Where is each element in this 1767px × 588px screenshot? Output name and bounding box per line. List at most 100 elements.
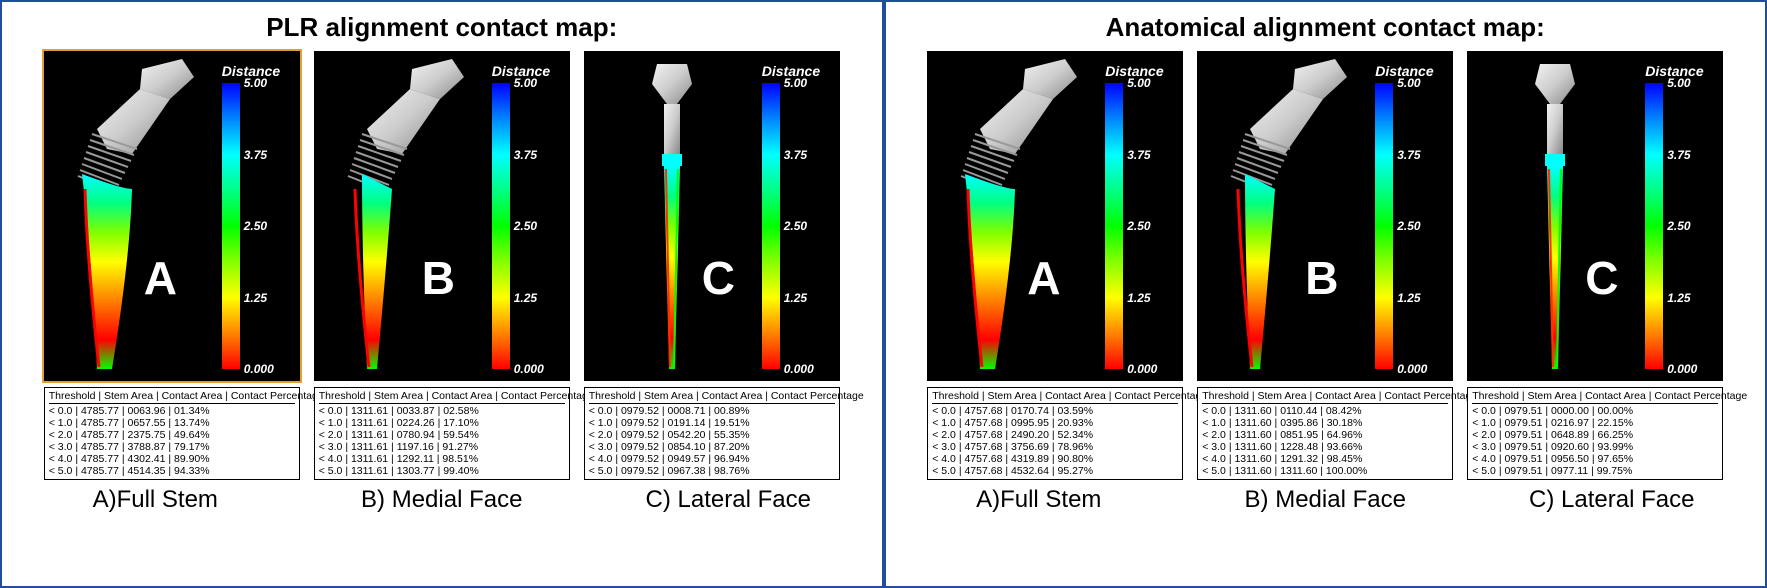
stem-render	[935, 59, 1095, 373]
table-row: < 1.0 | 1311.61 | 0224.26 | 17.10%	[319, 417, 565, 429]
stem-render	[592, 59, 752, 373]
view-c: CDistance5.003.752.501.250.000Threshold …	[584, 51, 840, 480]
table-row: < 0.0 | 1311.60 | 0110.44 | 08.42%	[1202, 405, 1448, 417]
table-row: < 5.0 | 1311.61 | 1303.77 | 99.40%	[319, 465, 565, 477]
colorbar-tick: 0.000	[1127, 362, 1157, 376]
colorbar-tick: 0.000	[1667, 362, 1697, 376]
colorbar-tick: 1.25	[1397, 291, 1420, 305]
table-row: < 3.0 | 1311.60 | 1228.48 | 93.66%	[1202, 441, 1448, 453]
view-caption: C) Lateral Face	[1469, 486, 1756, 514]
colorbar-tick: 1.25	[1667, 291, 1690, 305]
view-letter: C	[702, 251, 735, 305]
colorbar-tick: 5.00	[1667, 76, 1690, 90]
distance-colorbar: Distance5.003.752.501.250.000	[222, 63, 292, 369]
colorbar-tick: 5.00	[784, 76, 807, 90]
table-row: < 5.0 | 0979.51 | 0977.11 | 99.75%	[1472, 465, 1718, 477]
colorbar-tick: 1.25	[784, 291, 807, 305]
view-caption: A)Full Stem	[12, 486, 299, 514]
distance-colorbar: Distance5.003.752.501.250.000	[1105, 63, 1175, 369]
colorbar-tick: 1.25	[244, 291, 267, 305]
view-caption: A)Full Stem	[896, 486, 1183, 514]
anatomical-panel: Anatomical alignment contact map: A Distan…	[884, 0, 1767, 588]
view-c: CDistance5.003.752.501.250.000Threshold …	[1467, 51, 1723, 480]
table-row: < 3.0 | 1311.61 | 1197.16 | 91.27%	[319, 441, 565, 453]
render-box: CDistance5.003.752.501.250.000	[584, 51, 840, 381]
colorbar-tick: 0.000	[514, 362, 544, 376]
table-row: < 2.0 | 1311.60 | 0851.95 | 64.96%	[1202, 429, 1448, 441]
colorbar-tick: 0.000	[244, 362, 274, 376]
table-row: < 4.0 | 0979.51 | 0956.50 | 97.65%	[1472, 453, 1718, 465]
views-row: A Distance5.003.752.501.250.000 Threshold …	[896, 51, 1756, 480]
colorbar-tick: 2.50	[1667, 219, 1690, 233]
table-row: < 0.0 | 4785.77 | 0063.96 | 01.34%	[49, 405, 295, 417]
views-row: A Distance5.003.752.501.250.000 Threshold …	[12, 51, 872, 480]
table-row: < 1.0 | 4757.68 | 0995.95 | 20.93%	[932, 417, 1178, 429]
colorbar-tick: 2.50	[1397, 219, 1420, 233]
stem-render	[322, 59, 482, 373]
table-row: < 5.0 | 1311.60 | 1311.60 | 100.00%	[1202, 465, 1448, 477]
view-b: B Distance5.003.752.501.250.000 Threshold …	[314, 51, 570, 480]
table-row: < 0.0 | 4757.68 | 0170.74 | 03.59%	[932, 405, 1178, 417]
view-letter: A	[144, 251, 177, 305]
colorbar-gradient	[492, 83, 510, 369]
stem-render	[52, 59, 212, 373]
colorbar-tick: 2.50	[1127, 219, 1150, 233]
render-box: BDistance5.003.752.501.250.000	[1197, 51, 1453, 381]
table-header: Threshold | Stem Area | Contact Area | C…	[49, 390, 295, 404]
colorbar-gradient	[762, 83, 780, 369]
contact-table: Threshold | Stem Area | Contact Area | C…	[1467, 387, 1723, 480]
contact-table: Threshold | Stem Area | Contact Area | C…	[314, 387, 570, 480]
colorbar-gradient	[1375, 83, 1393, 369]
table-row: < 5.0 | 0979.52 | 0967.38 | 98.76%	[589, 465, 835, 477]
panel-title: Anatomical alignment contact map:	[1106, 12, 1545, 43]
view-caption: C) Lateral Face	[585, 486, 872, 514]
table-row: < 5.0 | 4757.68 | 4532.64 | 95.27%	[932, 465, 1178, 477]
table-row: < 1.0 | 0979.51 | 0216.97 | 22.15%	[1472, 417, 1718, 429]
colorbar-tick: 5.00	[1127, 76, 1150, 90]
distance-colorbar: Distance5.003.752.501.250.000	[492, 63, 562, 369]
table-row: < 4.0 | 1311.60 | 1291.32 | 98.45%	[1202, 453, 1448, 465]
table-row: < 3.0 | 0979.52 | 0854.10 | 87.20%	[589, 441, 835, 453]
table-row: < 2.0 | 4785.77 | 2375.75 | 49.64%	[49, 429, 295, 441]
contact-table: Threshold | Stem Area | Contact Area | C…	[927, 387, 1183, 480]
view-a: A Distance5.003.752.501.250.000 Threshold …	[927, 51, 1183, 480]
table-row: < 3.0 | 4757.68 | 3756.69 | 78.96%	[932, 441, 1178, 453]
colorbar-tick: 0.000	[1397, 362, 1427, 376]
table-row: < 3.0 | 4785.77 | 3788.87 | 79.17%	[49, 441, 295, 453]
table-header: Threshold | Stem Area | Contact Area | C…	[932, 390, 1178, 404]
colorbar-gradient	[1105, 83, 1123, 369]
view-letter: B	[1305, 251, 1338, 305]
table-row: < 4.0 | 4757.68 | 4319.89 | 90.80%	[932, 453, 1178, 465]
table-row: < 1.0 | 0979.52 | 0191.14 | 19.51%	[589, 417, 835, 429]
stem-render	[1205, 59, 1365, 373]
colorbar-tick: 3.75	[1397, 148, 1420, 162]
colorbar-tick: 5.00	[244, 76, 267, 90]
table-row: < 1.0 | 1311.60 | 0395.86 | 30.18%	[1202, 417, 1448, 429]
view-letter: A	[1027, 251, 1060, 305]
table-row: < 2.0 | 0979.51 | 0648.89 | 66.25%	[1472, 429, 1718, 441]
table-header: Threshold | Stem Area | Contact Area | C…	[1472, 390, 1718, 404]
colorbar-tick: 2.50	[244, 219, 267, 233]
colorbar-tick: 5.00	[1397, 76, 1420, 90]
plr-panel: PLR alignment contact map: A Distance5.003…	[0, 0, 884, 588]
colorbar-tick: 5.00	[514, 76, 537, 90]
panel-title: PLR alignment contact map:	[266, 12, 617, 43]
render-box: ADistance5.003.752.501.250.000	[44, 51, 300, 381]
colorbar-tick: 3.75	[784, 148, 807, 162]
view-a: ADistance5.003.752.501.250.000Threshold …	[44, 51, 300, 480]
view-letter: C	[1585, 251, 1618, 305]
table-header: Threshold | Stem Area | Contact Area | C…	[1202, 390, 1448, 404]
colorbar-tick: 3.75	[1667, 148, 1690, 162]
distance-colorbar: Distance5.003.752.501.250.000	[1375, 63, 1445, 369]
table-header: Threshold | Stem Area | Contact Area | C…	[589, 390, 835, 404]
view-b: BDistance5.003.752.501.250.000Threshold …	[1197, 51, 1453, 480]
table-row: < 2.0 | 0979.52 | 0542.20 | 55.35%	[589, 429, 835, 441]
view-caption: B) Medial Face	[299, 486, 586, 514]
view-letter: B	[422, 251, 455, 305]
colorbar-tick: 2.50	[514, 219, 537, 233]
table-header: Threshold | Stem Area | Contact Area | C…	[319, 390, 565, 404]
colorbar-tick: 3.75	[244, 148, 267, 162]
stem-render	[1475, 59, 1635, 373]
table-row: < 4.0 | 4785.77 | 4302.41 | 89.90%	[49, 453, 295, 465]
table-row: < 4.0 | 0979.52 | 0949.57 | 96.94%	[589, 453, 835, 465]
